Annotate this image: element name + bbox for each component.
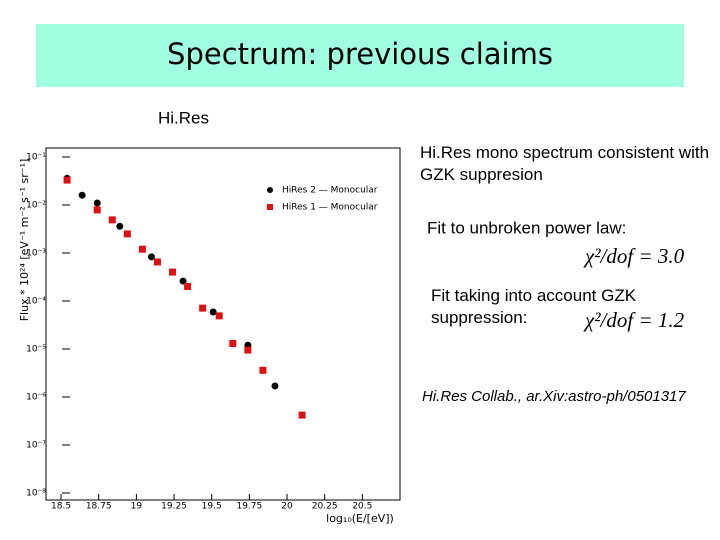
point bbox=[209, 308, 217, 316]
note: Fit to unbroken power law: bbox=[427, 218, 626, 237]
point bbox=[199, 304, 207, 312]
point bbox=[244, 346, 252, 354]
point bbox=[78, 191, 86, 199]
point bbox=[259, 366, 267, 374]
y-tick-label: 10⁻⁷ bbox=[26, 441, 46, 451]
y-tick-label: 10⁻² bbox=[26, 201, 46, 211]
x-axis-label: log₁₀(E/[eV]) bbox=[326, 512, 394, 525]
y-tick-label: 10⁻¹ bbox=[26, 153, 46, 163]
y-tick-label: 10⁻³ bbox=[26, 249, 46, 259]
point bbox=[93, 206, 101, 214]
note: Fit taking into account GZK suppression: bbox=[431, 286, 637, 327]
point bbox=[169, 268, 177, 276]
x-tick-label: 18.75 bbox=[86, 502, 112, 512]
point bbox=[229, 340, 237, 348]
point bbox=[108, 216, 116, 224]
legend-label: HiRes 2 — Monocular bbox=[282, 186, 378, 196]
legend-label: HiRes 1 — Monocular bbox=[282, 203, 378, 213]
y-tick-label: 10⁻⁴ bbox=[26, 297, 46, 307]
slide-title: Spectrum: previous claims bbox=[167, 37, 553, 71]
note: Hi.Res mono spectrum consistent with GZK… bbox=[420, 143, 710, 184]
y-axis-label: Flux * 10²⁴ [eV⁻¹ m⁻² s⁻¹ sr⁻¹] bbox=[18, 159, 31, 322]
point bbox=[116, 222, 124, 230]
point bbox=[63, 176, 71, 184]
title-box bbox=[36, 24, 684, 87]
y-tick-label: 10⁻⁸ bbox=[26, 489, 46, 499]
x-tick-label: 19.75 bbox=[236, 502, 262, 512]
point bbox=[138, 245, 146, 253]
point bbox=[93, 199, 101, 207]
point bbox=[153, 258, 161, 266]
heading: Hi.Res bbox=[158, 108, 209, 127]
y-tick-label: 10⁻⁶ bbox=[26, 393, 46, 403]
point bbox=[179, 277, 187, 285]
point bbox=[298, 411, 306, 419]
formula: χ²/dof = 3.0 bbox=[583, 244, 685, 268]
x-tick-label: 19 bbox=[131, 502, 143, 512]
x-tick-label: 20.25 bbox=[312, 502, 338, 512]
note-box: Fit taking into account GZK suppression: bbox=[431, 286, 637, 327]
point bbox=[123, 230, 131, 238]
x-tick-label: 18.5 bbox=[51, 502, 71, 512]
point bbox=[271, 382, 279, 390]
x-tick-label: 20 bbox=[281, 502, 293, 512]
legend-marker bbox=[267, 187, 273, 193]
point bbox=[147, 253, 155, 261]
note-box: Hi.Res mono spectrum consistent with GZK… bbox=[420, 143, 710, 184]
x-tick-label: 20.5 bbox=[352, 502, 372, 512]
point bbox=[215, 312, 223, 320]
formula: χ²/dof = 1.2 bbox=[583, 308, 685, 332]
x-tick-label: 19.5 bbox=[202, 502, 222, 512]
legend-marker bbox=[267, 204, 273, 210]
x-tick-label: 19.25 bbox=[161, 502, 187, 512]
citation: Hi.Res Collab., ar.Xiv:astro-ph/0501317 bbox=[422, 388, 686, 405]
y-tick-label: 10⁻⁵ bbox=[26, 345, 46, 355]
point bbox=[184, 283, 192, 291]
plot-frame bbox=[45, 147, 401, 501]
